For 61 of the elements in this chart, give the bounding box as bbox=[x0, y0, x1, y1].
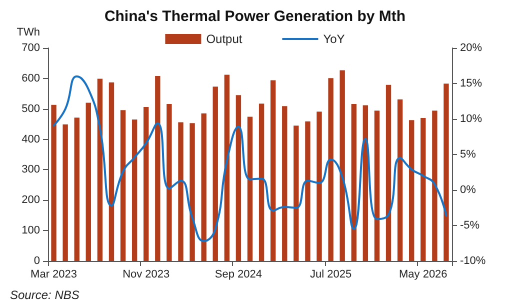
bar bbox=[432, 110, 438, 261]
y-axis-title: TWh bbox=[16, 26, 40, 38]
bar bbox=[74, 118, 80, 261]
x-tick-label: May 2026 bbox=[398, 268, 448, 280]
y-tick-label: 200 bbox=[22, 194, 40, 206]
chart-title: China's Thermal Power Generation by Mth bbox=[104, 8, 406, 25]
bar bbox=[212, 86, 218, 261]
bar bbox=[120, 110, 126, 261]
bar bbox=[97, 78, 103, 261]
bar bbox=[420, 118, 426, 261]
bar bbox=[258, 104, 264, 261]
y2-tick-label: -10% bbox=[460, 255, 486, 267]
bar bbox=[132, 120, 138, 261]
bar bbox=[201, 113, 206, 261]
bar bbox=[155, 76, 160, 261]
bar bbox=[409, 120, 414, 261]
bar bbox=[294, 126, 299, 261]
line-series bbox=[52, 75, 448, 242]
y-tick-label: 600 bbox=[22, 72, 40, 84]
y-tick-label: 100 bbox=[22, 224, 40, 237]
bar bbox=[190, 123, 195, 261]
bar bbox=[247, 116, 253, 261]
x-tick-label: Jul 2025 bbox=[310, 268, 352, 280]
y2-tick-label: 5% bbox=[460, 148, 476, 160]
bar bbox=[86, 102, 91, 261]
bar bbox=[224, 74, 230, 261]
bar bbox=[144, 107, 149, 261]
bar bbox=[351, 104, 356, 261]
y2-tick-label: -5% bbox=[460, 220, 480, 232]
bar bbox=[166, 104, 172, 261]
legend-label: YoY bbox=[323, 32, 345, 46]
legend-label: Output bbox=[206, 32, 243, 46]
y-tick-label: 500 bbox=[22, 102, 40, 115]
bar bbox=[386, 84, 392, 261]
bar bbox=[270, 80, 276, 261]
x-tick-label: Mar 2023 bbox=[30, 268, 78, 280]
bar bbox=[316, 112, 322, 261]
bar bbox=[340, 70, 345, 261]
x-tick-label: Sep 2024 bbox=[214, 268, 262, 280]
y-tick-label: 700 bbox=[22, 42, 40, 54]
y2-tick-label: 15% bbox=[460, 78, 482, 90]
bar bbox=[282, 106, 288, 261]
source-note: Source: NBS bbox=[10, 288, 80, 302]
bar bbox=[62, 124, 68, 261]
y-tick-label: 400 bbox=[22, 133, 40, 146]
bar bbox=[362, 105, 368, 261]
bar bbox=[305, 121, 310, 261]
y2-tick-label: 10% bbox=[460, 113, 482, 125]
x-tick-label: Nov 2023 bbox=[122, 268, 170, 280]
bar bbox=[108, 82, 114, 261]
bar bbox=[51, 104, 56, 261]
y2-tick-label: 20% bbox=[460, 42, 482, 54]
y-tick-label: 0 bbox=[34, 255, 40, 267]
y-tick-label: 300 bbox=[22, 164, 40, 176]
bar bbox=[374, 110, 380, 261]
bar bbox=[444, 84, 449, 261]
bar bbox=[328, 78, 334, 261]
bar bbox=[178, 122, 184, 261]
y2-tick-label: 0% bbox=[460, 184, 476, 196]
bar bbox=[397, 99, 403, 261]
bar bbox=[236, 95, 242, 261]
